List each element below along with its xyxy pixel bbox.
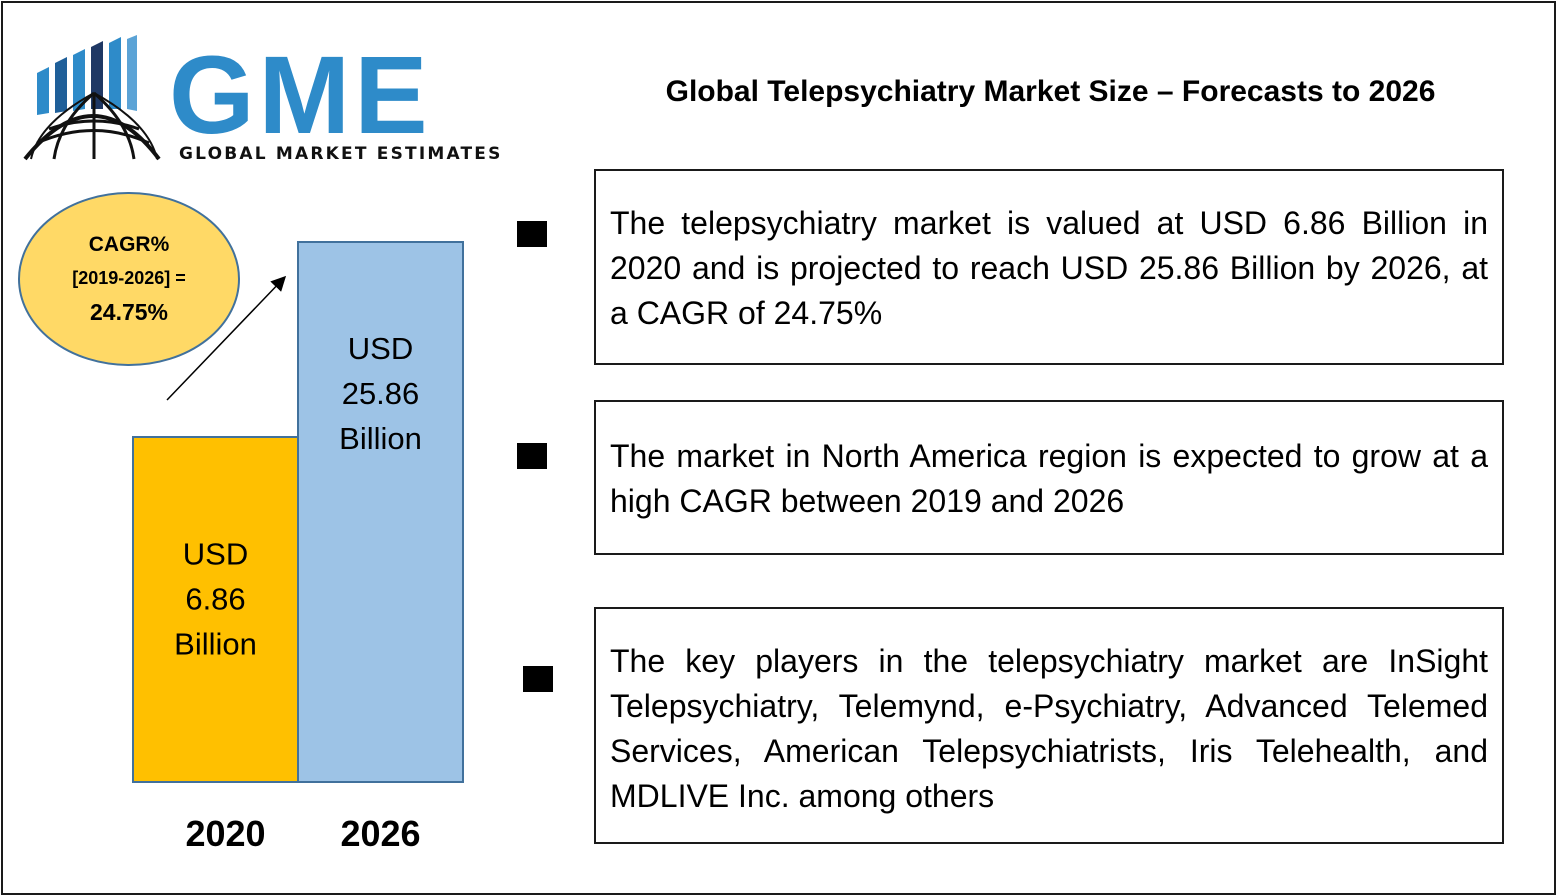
bar-chart: USD 6.86 Billion 2020 USD 25.86 Billion 2026 CA… [18,192,464,854]
bar-data-label: Billion [174,627,257,662]
cagr-value: 24.75% [90,299,168,325]
page-title: Global Telepsychiatry Market Size – Fore… [665,75,1436,108]
cagr-period: [2019-2026] = [72,268,186,288]
bar-2026 [297,241,464,783]
info-text-1: The telepsychiatry market is valued at U… [610,205,1488,331]
logo-letters: GME [169,34,432,157]
info-box-2: The market in North America region is ex… [594,400,1504,555]
x-tick-label: 2026 [340,813,420,854]
x-tick-label: 2020 [185,813,265,854]
bar-data-label: Billion [339,421,422,456]
cagr-ellipse [18,192,240,366]
bar-data-label: USD [348,331,413,366]
cagr-badge: CAGR% [2019-2026] = 24.75% [18,192,240,366]
bullet-marker-1 [517,221,547,247]
bar-data-label: 25.86 [342,376,420,411]
cagr-label: CAGR% [89,233,170,256]
logo-subtitle: GLOBAL MARKET ESTIMATES [179,144,503,163]
gme-logo: GME GLOBAL MARKET ESTIMATES [23,34,503,163]
info-text-3: The key players in the telepsychiatry ma… [610,643,1488,814]
bar-data-label: USD [183,537,248,572]
info-box-3: The key players in the telepsychiatry ma… [594,607,1504,844]
info-text-2: The market in North America region is ex… [610,438,1488,519]
info-box-1: The telepsychiatry market is valued at U… [594,169,1504,365]
bar-2020 [132,436,299,783]
bullet-marker-2 [517,443,547,469]
growth-arrow [166,275,287,401]
bullet-marker-3 [523,666,553,692]
bar-data-label: 6.86 [185,582,245,617]
globe-bars-icon [23,35,161,161]
